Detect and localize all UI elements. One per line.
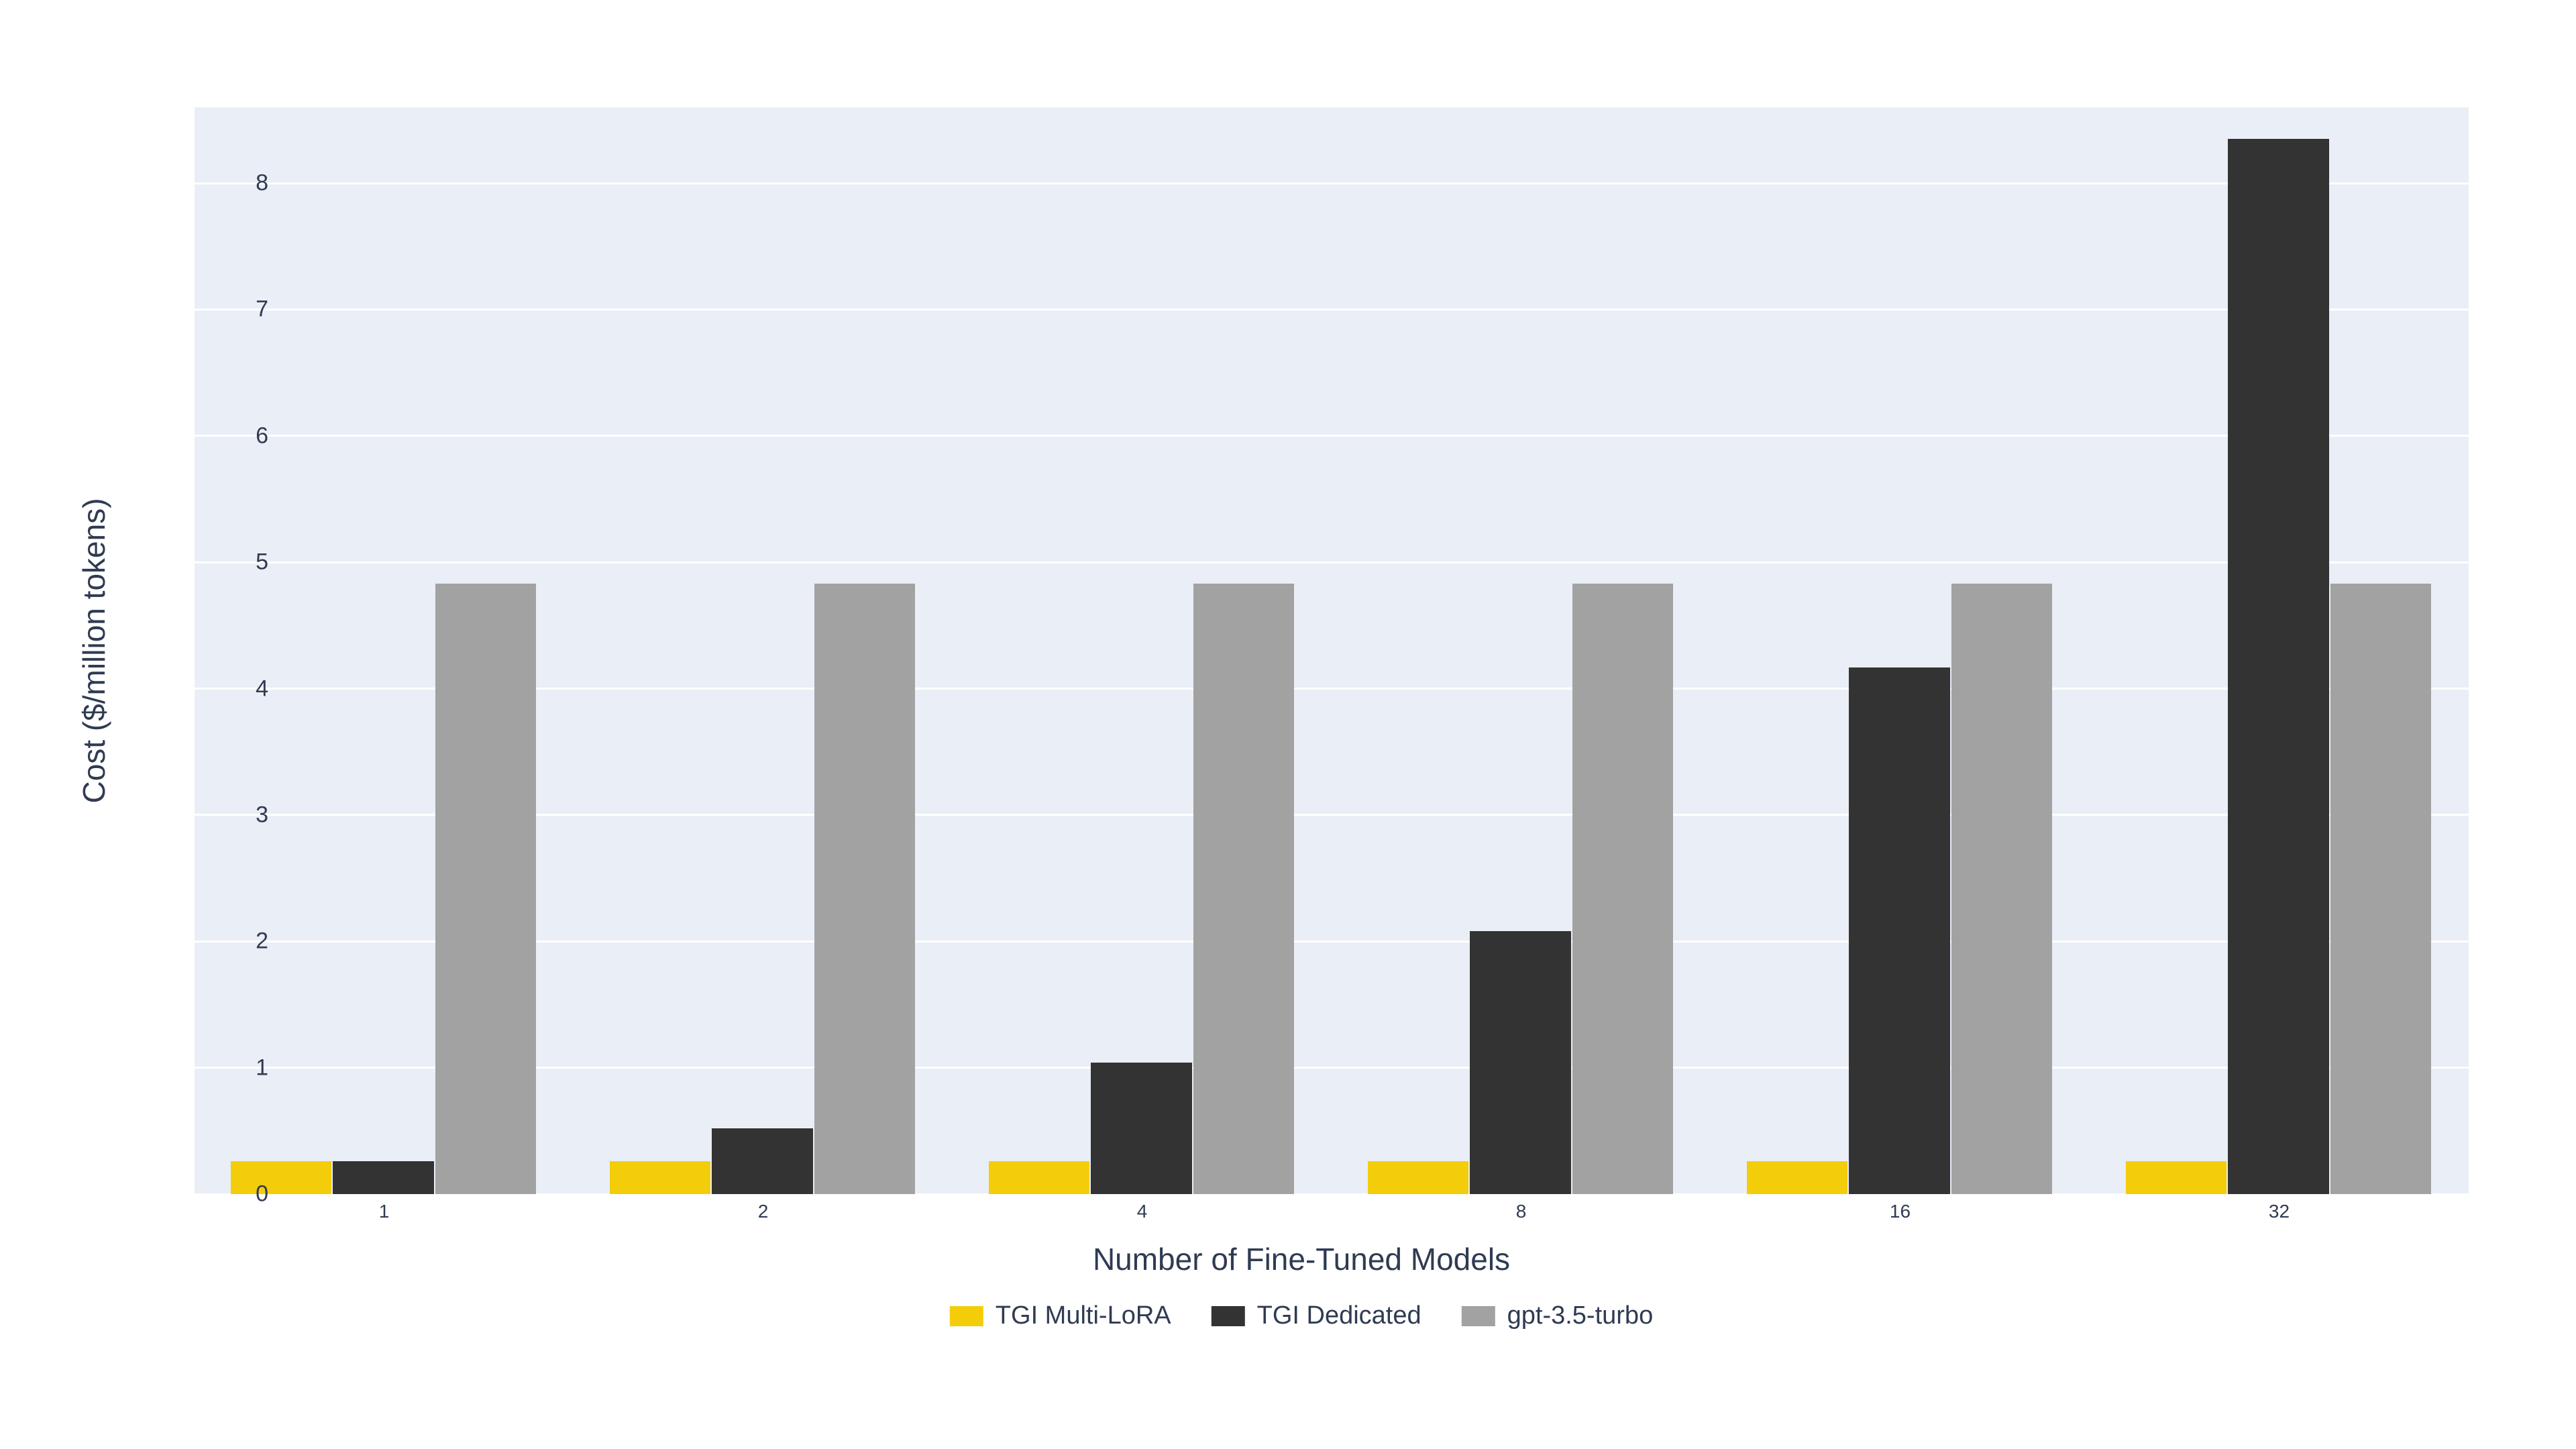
legend-item: TGI Multi-LoRA [950,1301,1171,1330]
legend-label: TGI Dedicated [1257,1301,1421,1330]
y-axis-title: Cost ($/million tokens) [76,498,112,803]
bar [989,1161,1090,1194]
cost-bar-chart: 012345678 12481632 Cost ($/million token… [121,40,2482,1409]
y-tick-label: 6 [215,423,268,449]
bar [814,584,916,1194]
bar [1193,584,1295,1194]
gridline [195,182,2469,184]
legend-label: TGI Multi-LoRA [996,1301,1171,1330]
y-tick-label: 4 [215,676,268,702]
x-tick-label: 1 [379,1201,390,1222]
y-tick-label: 2 [215,928,268,955]
bar [1368,1161,1469,1194]
bar [2228,139,2329,1194]
legend: TGI Multi-LoRA TGI Dedicated gpt-3.5-turbo [950,1301,1653,1330]
gridline [195,561,2469,564]
y-tick-label: 7 [215,297,268,323]
y-tick-label: 8 [215,170,268,197]
bar [435,584,537,1194]
bar [712,1128,813,1194]
bar [1951,584,2053,1194]
x-axis-title: Number of Fine-Tuned Models [1093,1241,1510,1277]
gridline [195,435,2469,437]
y-tick-label: 1 [215,1055,268,1081]
bar [1091,1063,1192,1194]
bar [1572,584,1674,1194]
y-tick-label: 3 [215,802,268,828]
x-tick-label: 4 [1137,1201,1148,1222]
y-tick-label: 5 [215,549,268,576]
x-tick-label: 8 [1516,1201,1527,1222]
gridline [195,309,2469,311]
legend-item: gpt-3.5-turbo [1462,1301,1654,1330]
x-tick-label: 16 [1890,1201,1911,1222]
bar [1470,931,1571,1194]
legend-label: gpt-3.5-turbo [1507,1301,1654,1330]
legend-swatch [950,1306,983,1326]
x-tick-label: 32 [2269,1201,2290,1222]
legend-item: TGI Dedicated [1212,1301,1421,1330]
plot-area [195,107,2469,1194]
bar [2330,584,2432,1194]
legend-swatch [1212,1306,1245,1326]
bar [2126,1161,2227,1194]
x-tick-label: 2 [758,1201,769,1222]
legend-swatch [1462,1306,1495,1326]
y-tick-label: 0 [215,1181,268,1208]
bar [333,1161,434,1194]
bar [610,1161,711,1194]
bar [1747,1161,1848,1194]
bar [1849,667,1950,1195]
